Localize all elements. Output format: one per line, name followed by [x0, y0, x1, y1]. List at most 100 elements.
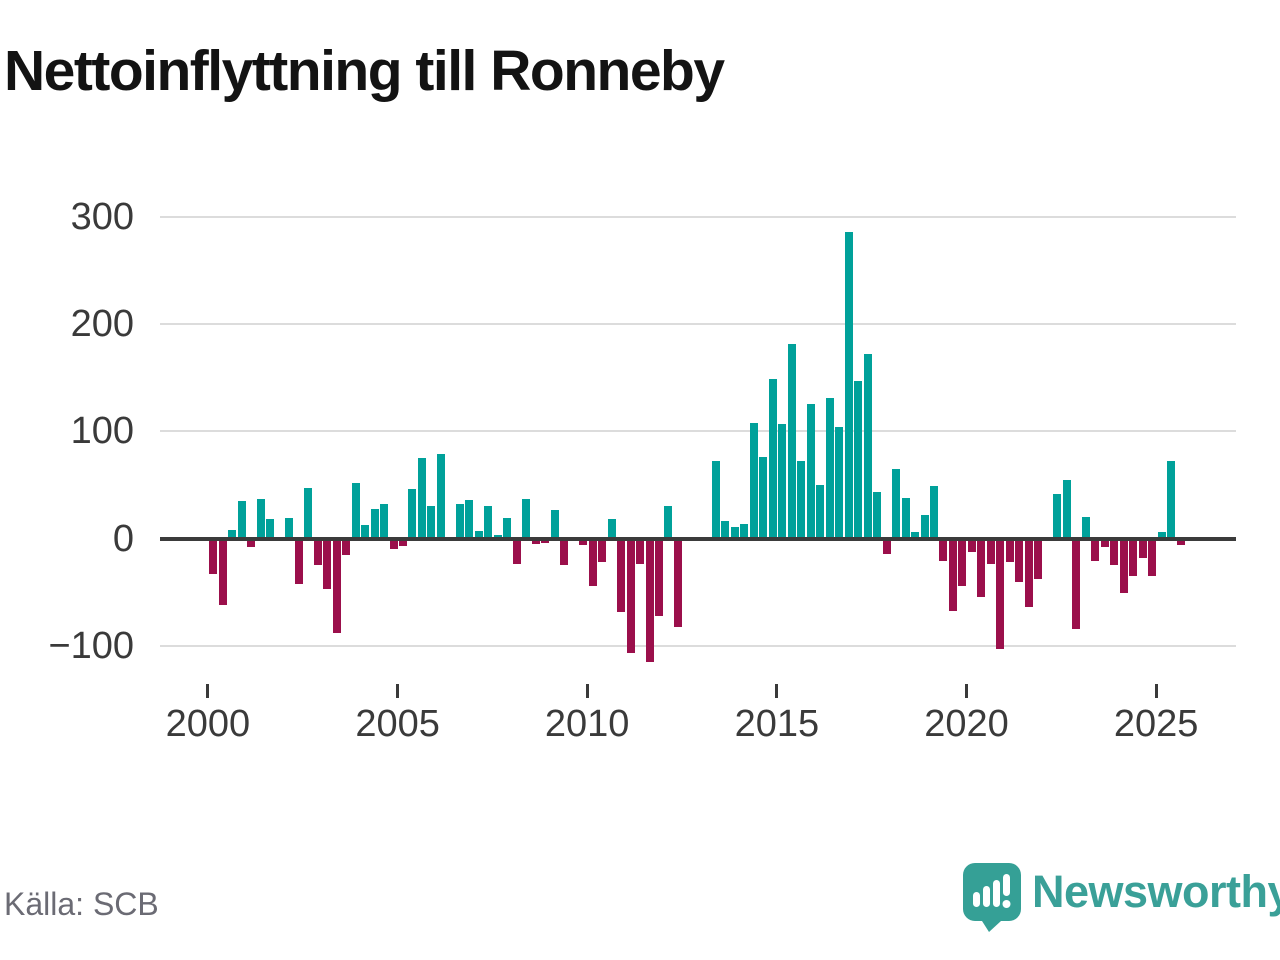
bar-positive: [730, 526, 739, 539]
bar-negative: [1110, 538, 1119, 566]
bar-negative: [398, 538, 407, 546]
bar-negative: [1100, 538, 1109, 548]
y-axis-label: 200: [70, 303, 134, 346]
bar-chart-speech-bubble-icon: [963, 863, 1021, 932]
bar-positive: [455, 504, 464, 539]
x-axis-tick: [206, 684, 210, 698]
bar-positive: [721, 521, 730, 539]
bar-negative: [598, 538, 607, 563]
x-axis-tick: [1154, 684, 1158, 698]
bar-negative: [218, 538, 227, 605]
bar-negative: [247, 538, 256, 548]
bar-negative: [673, 538, 682, 628]
bar-positive: [436, 453, 445, 539]
bar-negative: [939, 538, 948, 561]
bar-positive: [749, 422, 758, 539]
bar-negative: [996, 538, 1005, 649]
bar-positive: [787, 343, 796, 539]
bar-negative: [332, 538, 341, 633]
bar-positive: [427, 506, 436, 539]
x-axis-tick: [396, 684, 400, 698]
bar-positive: [370, 508, 379, 539]
source-text: Källa: SCB: [4, 886, 159, 922]
bar-negative: [1015, 538, 1024, 583]
bar-negative: [531, 538, 540, 544]
bar-negative: [560, 538, 569, 566]
zero-axis-line: [160, 536, 1236, 541]
x-axis-label: 2010: [544, 703, 630, 745]
y-axis-label: 100: [70, 410, 134, 453]
bar-negative: [882, 538, 891, 554]
bar-positive: [285, 518, 294, 539]
bar-positive: [911, 532, 919, 539]
bar-negative: [948, 538, 957, 612]
bar-negative: [1119, 538, 1128, 594]
bar-positive: [806, 403, 815, 539]
bar-negative: [967, 538, 976, 553]
bar-negative: [655, 538, 663, 616]
bar-positive: [929, 486, 938, 539]
bar-positive: [844, 232, 853, 539]
bar-negative: [294, 538, 303, 584]
gridline: [160, 323, 1236, 326]
bar-negative: [1148, 538, 1156, 576]
bar-negative: [342, 538, 350, 555]
x-axis-label: 2005: [355, 703, 440, 745]
bar-positive: [607, 519, 616, 539]
bar-positive: [873, 492, 881, 539]
bar-negative: [636, 538, 644, 565]
x-axis-label: 2015: [734, 703, 820, 745]
bar-positive: [380, 504, 388, 539]
bar-positive: [237, 501, 246, 539]
bar-positive: [266, 519, 275, 539]
bar-positive: [474, 531, 483, 539]
bar-positive: [901, 497, 910, 539]
bar-negative: [579, 538, 588, 545]
gridline: [160, 216, 1236, 219]
bar-negative: [1072, 538, 1081, 629]
x-axis-tick: [965, 684, 968, 698]
bar-positive: [835, 427, 844, 539]
bar-negative: [986, 538, 995, 565]
bar-positive: [920, 514, 929, 539]
bar-positive: [304, 488, 313, 539]
x-axis-label: 2000: [165, 703, 251, 745]
bar-negative: [323, 538, 332, 589]
bar-negative: [645, 538, 654, 662]
bar-negative: [977, 538, 986, 598]
bar-positive: [228, 529, 237, 539]
bar-positive: [768, 378, 777, 539]
y-axis-label: 0: [112, 517, 134, 560]
y-axis-label: 300: [70, 196, 134, 239]
bar-negative: [209, 538, 218, 574]
bar-negative: [313, 538, 322, 566]
gridline: [160, 644, 1236, 647]
bar-positive: [863, 354, 872, 539]
bar-negative: [1129, 538, 1138, 576]
bar-negative: [1138, 538, 1147, 558]
x-axis-label: 2020: [924, 703, 1009, 745]
x-axis-tick: [585, 684, 589, 698]
bar-negative: [626, 538, 635, 654]
bar-positive: [503, 518, 512, 539]
bar-positive: [854, 381, 863, 539]
bar-positive: [759, 457, 768, 539]
bar-positive: [1062, 479, 1071, 539]
gridline: [160, 430, 1236, 433]
bar-positive: [1081, 517, 1090, 539]
bar-positive: [825, 398, 834, 539]
bar-positive: [522, 498, 531, 539]
chart-title: Nettoinflyttning till Ronneby: [4, 39, 725, 103]
bar-positive: [417, 458, 426, 539]
bar-positive: [361, 524, 369, 539]
bar-positive: [711, 461, 720, 539]
bar-positive: [1167, 461, 1175, 539]
bar-positive: [892, 468, 900, 539]
newsworthy-logo: Newsworthy: [960, 858, 1280, 932]
bar-positive: [550, 509, 559, 539]
bar-positive: [664, 506, 673, 539]
x-axis-tick: [775, 684, 779, 698]
bar-positive: [816, 484, 825, 539]
bar-positive: [351, 482, 360, 539]
